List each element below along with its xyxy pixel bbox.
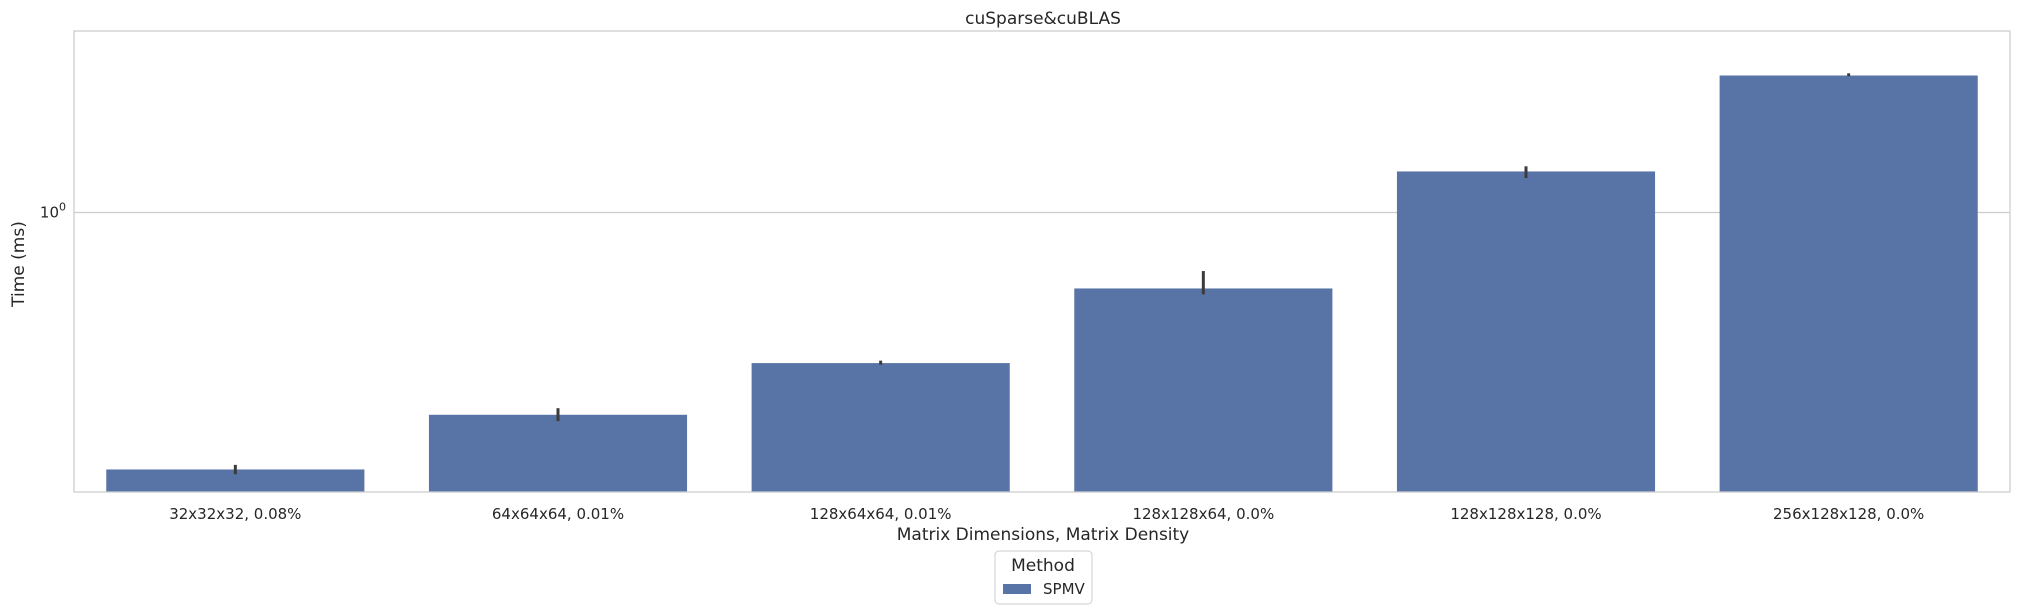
legend: Method SPMV [994, 550, 1093, 605]
legend-label-spmv: SPMV [1043, 580, 1086, 598]
chart-title: cuSparse&cuBLAS [965, 9, 1121, 29]
error-bars [233, 73, 1851, 475]
bar-1 [428, 414, 688, 492]
x-tick-label: 128x128x128, 0.0% [1450, 505, 1601, 523]
bar-0 [106, 469, 365, 492]
legend-swatch-spmv [1003, 584, 1031, 594]
x-tick-label: 32x32x32, 0.08% [169, 505, 301, 523]
bar-5 [1719, 75, 1978, 492]
legend-title: Method [1011, 556, 1075, 576]
bar-4 [1396, 171, 1656, 492]
plot-frame [73, 30, 2011, 493]
bar-2 [751, 363, 1010, 492]
bar-3 [1074, 288, 1333, 492]
x-tick-label: 128x128x64, 0.0% [1132, 505, 1274, 523]
y-axis-label: Time (ms) [9, 221, 29, 308]
x-axis-label: Matrix Dimensions, Matrix Density [897, 525, 1190, 545]
x-tick-labels: 32x32x32, 0.08% 64x64x64, 0.01% 128x64x64,… [169, 505, 1924, 523]
x-tick-label: 128x64x64, 0.01% [810, 505, 952, 523]
x-tick-label: 256x128x128, 0.0% [1773, 505, 1924, 523]
y-tick-labels: 100 [40, 200, 66, 221]
x-tick-label: 64x64x64, 0.01% [492, 505, 624, 523]
y-tick-label: 100 [40, 200, 66, 221]
bars [106, 75, 1978, 492]
